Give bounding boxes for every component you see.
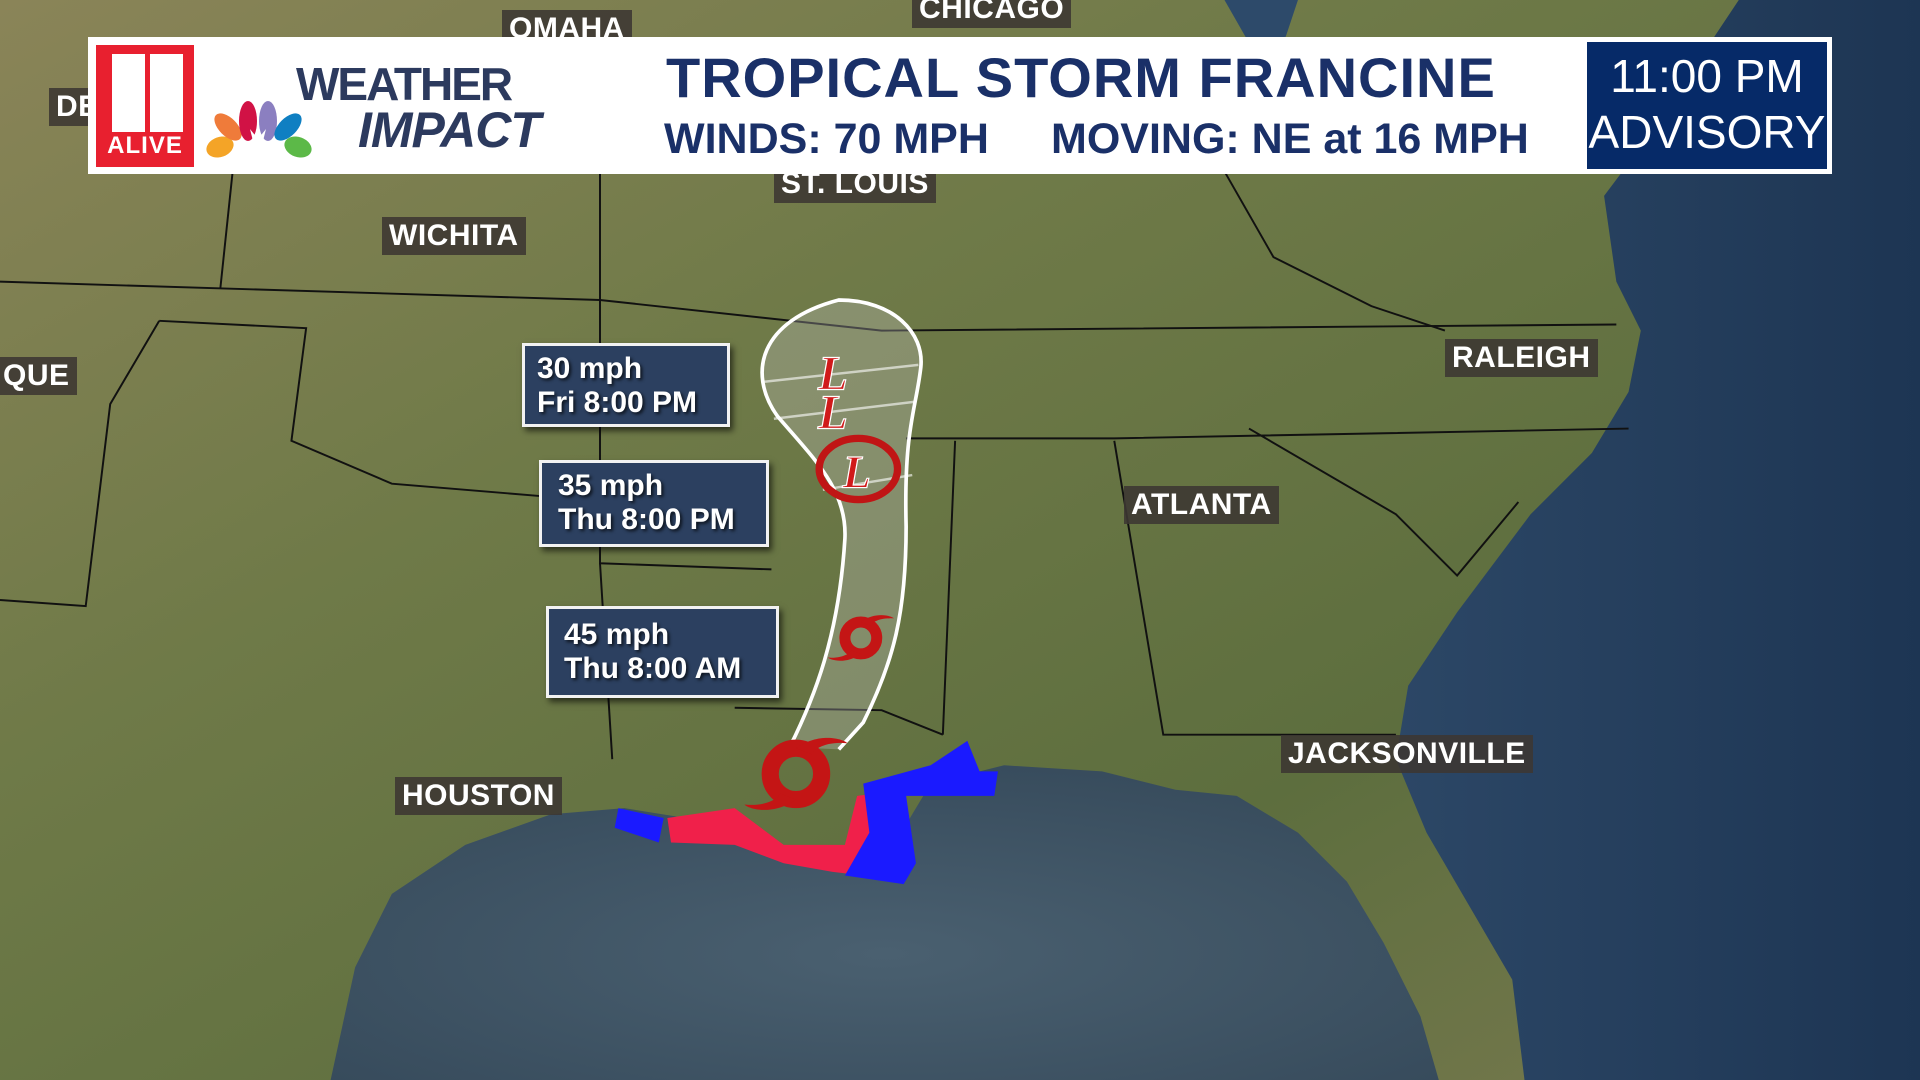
station-logo-text: ALIVE — [107, 132, 183, 159]
brand-weather-text: WEATHER — [296, 58, 513, 110]
low-pressure-icon: L L — [816, 345, 848, 440]
coastal-warnings — [614, 740, 998, 885]
storm-title: TROPICAL STORM FRANCINE — [666, 46, 1496, 109]
gulf-of-mexico — [330, 765, 1439, 1080]
svg-text:L: L — [817, 345, 848, 400]
forecast-wind: 30 mph — [537, 352, 643, 385]
tropical-storm-icon — [827, 615, 894, 661]
svg-text:L: L — [841, 447, 870, 498]
forecast-time: Thu 8:00 AM — [564, 652, 742, 685]
forecast-wind: 45 mph — [564, 618, 670, 651]
forecast-callout-fri-8pm: 30 mph Fri 8:00 PM — [522, 343, 730, 427]
city-label-wichita: WICHITA — [382, 217, 526, 255]
storm-winds: WINDS: 70 MPH — [664, 115, 989, 163]
city-label-que: QUE — [0, 357, 77, 395]
tropical-storm-warning-area — [844, 740, 998, 885]
tropical-storm-watch-area — [614, 808, 664, 843]
svg-text:L: L — [817, 385, 848, 440]
advisory-label: ADVISORY — [1588, 106, 1826, 158]
storm-header-banner: ALIVE WEATHER IMPACT TROPICAL STORM FRAN… — [88, 37, 1832, 174]
station-11-alive-logo: ALIVE — [96, 45, 194, 167]
forecast-callout-thu-8am: 45 mph Thu 8:00 AM — [546, 606, 779, 698]
nbc-peacock-logo — [206, 101, 312, 161]
storm-movement: MOVING: NE at 16 MPH — [1051, 115, 1529, 163]
forecast-callout-thu-8pm: 35 mph Thu 8:00 PM — [539, 460, 769, 547]
atlantic-ocean — [1395, 0, 1920, 1080]
city-label-atlanta: ATLANTA — [1124, 486, 1279, 524]
brand-impact-text: IMPACT — [358, 102, 541, 158]
city-label-houston: HOUSTON — [395, 777, 562, 815]
city-label-jacksonville: JACKSONVILLE — [1281, 735, 1533, 773]
advisory-box: 11:00 PM ADVISORY — [1587, 42, 1827, 169]
tropical-storm-current-icon — [744, 737, 848, 810]
forecast-time: Fri 8:00 PM — [537, 386, 698, 419]
advisory-time: 11:00 PM — [1610, 50, 1804, 102]
lake-michigan — [1224, 0, 1298, 43]
city-label-chicago: CHICAGO — [912, 0, 1072, 28]
forecast-time: Thu 8:00 PM — [558, 503, 735, 536]
forecast-wind: 35 mph — [558, 469, 664, 502]
hurricane-warning-area — [667, 793, 876, 876]
city-label-raleigh: RALEIGH — [1445, 339, 1598, 377]
low-pressure-circled-icon: L — [815, 434, 902, 504]
